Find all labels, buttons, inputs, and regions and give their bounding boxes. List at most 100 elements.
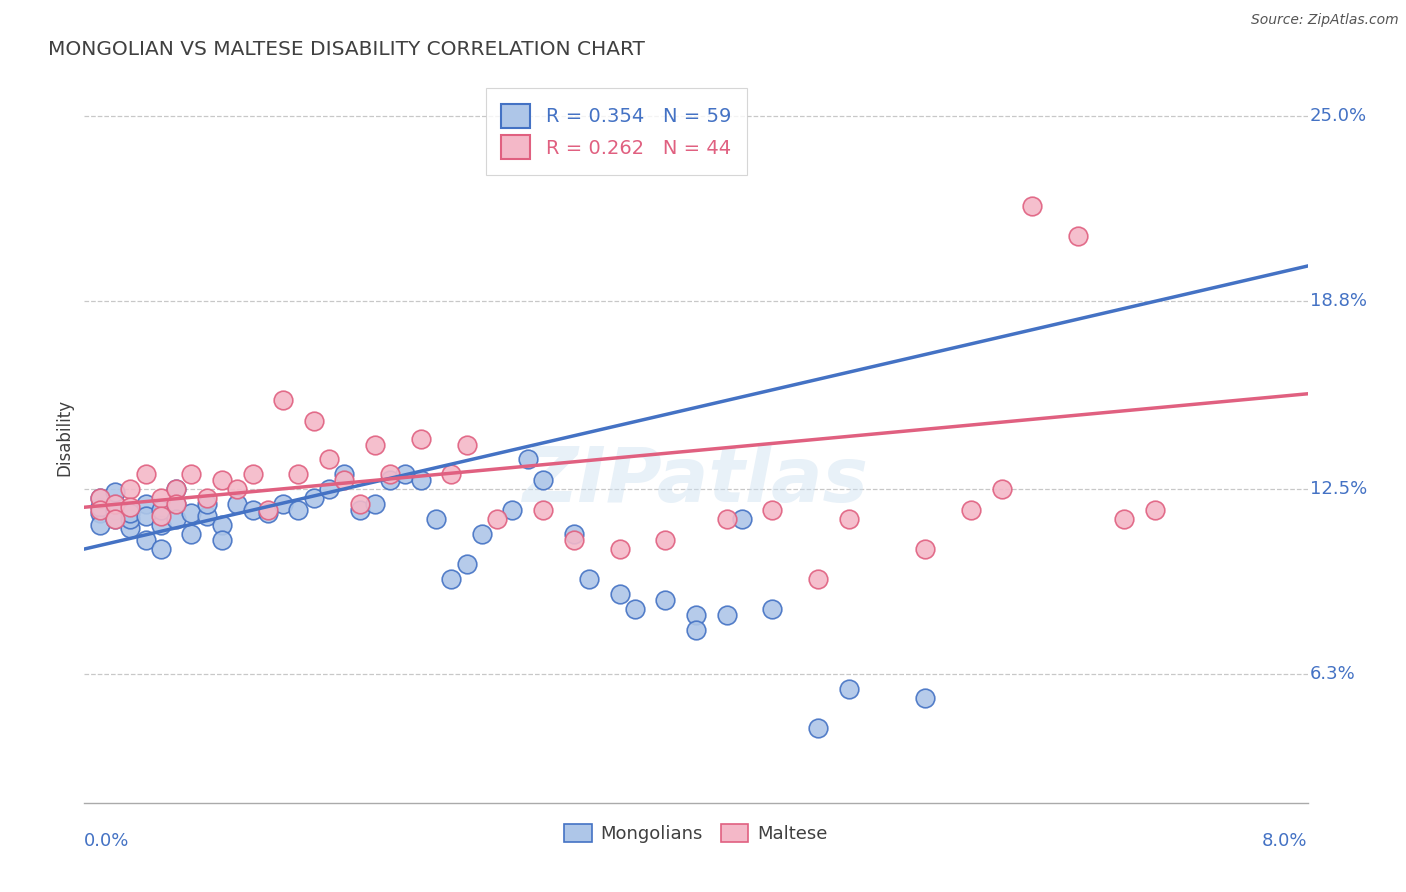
Text: 6.3%: 6.3% <box>1310 665 1355 683</box>
Point <box>1143 503 1166 517</box>
Point <box>761 601 783 615</box>
Text: 0.0%: 0.0% <box>84 832 129 850</box>
Point <box>89 506 111 520</box>
Point <box>531 503 554 517</box>
Point <box>271 392 294 407</box>
Text: MONGOLIAN VS MALTESE DISABILITY CORRELATION CHART: MONGOLIAN VS MALTESE DISABILITY CORRELAT… <box>48 39 644 59</box>
Point <box>180 467 202 482</box>
Point <box>195 509 218 524</box>
Point <box>287 467 309 482</box>
Point <box>89 518 111 533</box>
Point <box>149 518 172 533</box>
Point <box>409 474 432 488</box>
Point <box>89 503 111 517</box>
Point <box>716 607 738 622</box>
Point <box>838 682 860 697</box>
Point <box>578 572 600 586</box>
Text: 18.8%: 18.8% <box>1310 293 1367 310</box>
Point <box>654 592 676 607</box>
Point <box>349 503 371 517</box>
Point <box>624 601 647 615</box>
Point <box>89 491 111 506</box>
Point <box>716 512 738 526</box>
Point <box>211 533 233 547</box>
Point <box>302 414 325 428</box>
Point <box>409 432 432 446</box>
Point <box>226 497 249 511</box>
Point <box>135 533 157 547</box>
Point <box>914 542 936 557</box>
Point <box>654 533 676 547</box>
Point <box>226 483 249 497</box>
Point <box>471 527 494 541</box>
Point <box>120 506 142 520</box>
Point <box>149 509 172 524</box>
Point <box>135 497 157 511</box>
Point <box>562 533 585 547</box>
Point <box>242 503 264 517</box>
Point <box>531 474 554 488</box>
Point <box>211 518 233 533</box>
Point <box>287 503 309 517</box>
Point <box>180 527 202 541</box>
Point <box>165 497 187 511</box>
Point <box>1114 512 1136 526</box>
Point <box>318 483 340 497</box>
Point <box>104 485 127 500</box>
Point <box>165 483 187 497</box>
Point <box>104 512 127 526</box>
Point <box>685 607 707 622</box>
Point <box>440 572 463 586</box>
Point <box>242 467 264 482</box>
Point <box>761 503 783 517</box>
Point <box>914 691 936 706</box>
Text: 25.0%: 25.0% <box>1310 107 1367 125</box>
Point <box>120 483 142 497</box>
Point <box>271 497 294 511</box>
Point <box>149 491 172 506</box>
Point <box>364 437 387 451</box>
Point <box>609 542 631 557</box>
Legend: Mongolians, Maltese: Mongolians, Maltese <box>555 815 837 852</box>
Point <box>807 572 830 586</box>
Point <box>257 506 280 520</box>
Point <box>104 497 127 511</box>
Point <box>135 509 157 524</box>
Point <box>516 452 538 467</box>
Point <box>165 512 187 526</box>
Text: 12.5%: 12.5% <box>1310 480 1367 499</box>
Point <box>807 721 830 735</box>
Y-axis label: Disability: Disability <box>55 399 73 475</box>
Point <box>562 527 585 541</box>
Point <box>89 500 111 515</box>
Point <box>333 474 356 488</box>
Point <box>165 497 187 511</box>
Point <box>104 503 127 517</box>
Point <box>120 521 142 535</box>
Point <box>195 497 218 511</box>
Point <box>104 512 127 526</box>
Point <box>991 483 1014 497</box>
Point <box>440 467 463 482</box>
Point <box>211 474 233 488</box>
Point <box>838 512 860 526</box>
Point <box>685 623 707 637</box>
Point <box>609 587 631 601</box>
Point <box>257 503 280 517</box>
Point <box>180 506 202 520</box>
Point <box>486 512 509 526</box>
Point <box>731 512 754 526</box>
Point <box>135 467 157 482</box>
Point <box>960 503 983 517</box>
Point <box>302 491 325 506</box>
Point <box>349 497 371 511</box>
Point <box>1067 228 1090 243</box>
Text: Source: ZipAtlas.com: Source: ZipAtlas.com <box>1251 13 1399 28</box>
Point <box>333 467 356 482</box>
Point <box>318 452 340 467</box>
Point <box>120 500 142 515</box>
Point <box>165 483 187 497</box>
Point <box>104 497 127 511</box>
Point <box>120 512 142 526</box>
Point <box>149 542 172 557</box>
